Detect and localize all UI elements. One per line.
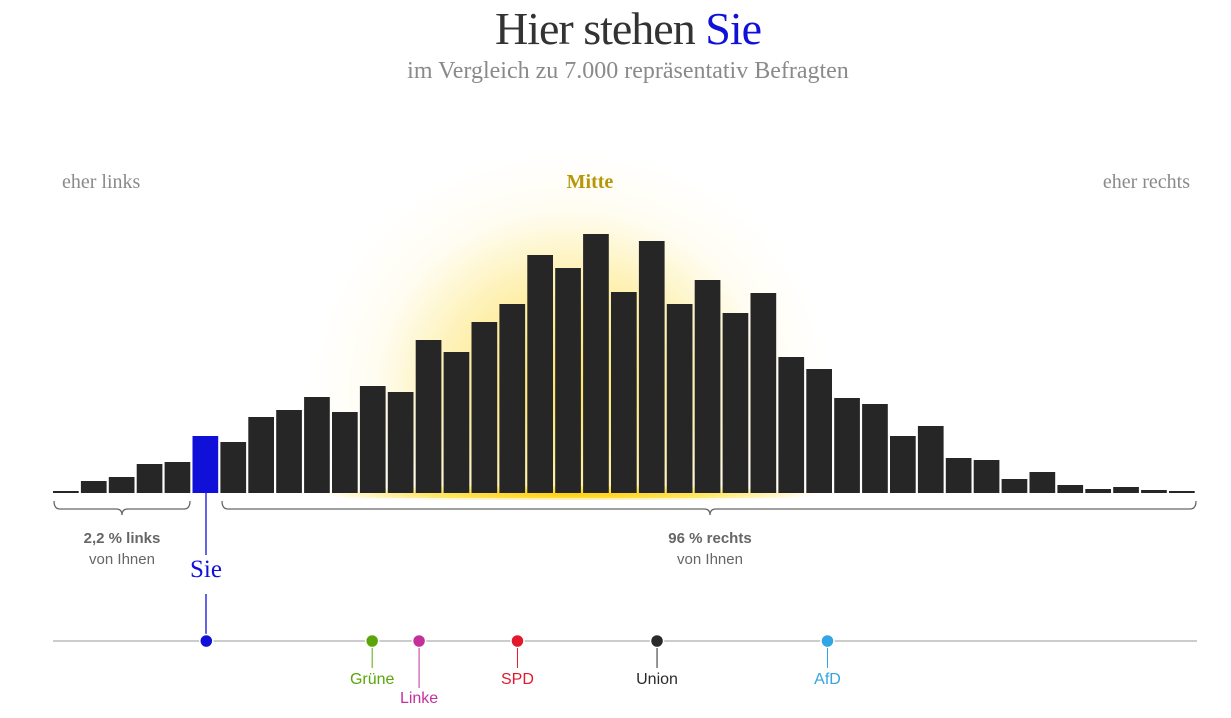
bar — [108, 477, 135, 493]
bracket-left-label: 2,2 % links von Ihnen — [52, 528, 192, 570]
bar — [136, 464, 163, 493]
chart-title: Hier stehen Sie — [0, 2, 1231, 55]
bracket-right-sub: von Ihnen — [677, 551, 743, 568]
party-dot — [649, 633, 665, 649]
party-label: Union — [636, 671, 678, 688]
party-dot — [411, 633, 427, 649]
bar — [666, 304, 693, 493]
user-dot — [199, 633, 214, 649]
bar — [750, 293, 777, 493]
bracket-left-sub: von Ihnen — [89, 551, 155, 568]
label-center: Mitte — [566, 171, 614, 193]
bar — [890, 436, 916, 493]
user-label: Sie — [190, 556, 222, 583]
bar — [1141, 490, 1167, 493]
bar — [471, 322, 498, 493]
bar — [1057, 485, 1084, 493]
bar — [917, 426, 944, 493]
party-label: AfD — [814, 671, 841, 688]
bracket-left-value: 2,2 % links — [83, 530, 161, 547]
party-label: Linke — [399, 690, 439, 707]
party-label: SPD — [501, 671, 534, 688]
title-accent: Sie — [705, 3, 762, 54]
party-dot — [510, 633, 525, 649]
bar — [1029, 472, 1056, 493]
bar — [806, 369, 832, 493]
bar — [332, 412, 358, 493]
bar — [527, 255, 553, 493]
bar — [722, 313, 749, 493]
bracket-left — [53, 500, 191, 516]
bar — [1085, 489, 1111, 493]
bar — [611, 292, 637, 493]
bar — [276, 410, 302, 493]
bar — [862, 404, 888, 493]
bar — [387, 392, 414, 493]
bar — [443, 352, 470, 493]
bar — [164, 462, 191, 493]
bar — [778, 357, 805, 493]
bar — [1169, 491, 1195, 493]
bracket-right-value: 96 % rechts — [668, 530, 752, 547]
bracket-right — [221, 500, 1197, 516]
bar — [583, 234, 609, 493]
chart-subtitle: im Vergleich zu 7.000 repräsentativ Befr… — [407, 58, 849, 84]
bar — [945, 458, 972, 493]
label-left: eher links — [62, 171, 141, 193]
bar — [973, 460, 1000, 493]
bar — [415, 340, 442, 493]
bar — [80, 481, 107, 493]
bar — [834, 398, 860, 493]
bar — [248, 417, 274, 493]
bar — [555, 268, 581, 493]
bar — [304, 397, 330, 493]
bar — [359, 386, 386, 493]
title-main: Hier stehen — [494, 3, 696, 54]
party-dot — [364, 633, 380, 649]
bracket-right-label: 96 % rechts von Ihnen — [610, 528, 810, 570]
party-dot — [820, 633, 835, 649]
bar — [499, 304, 526, 493]
party-label: Grüne — [349, 671, 395, 688]
bar — [1001, 479, 1028, 493]
bar — [220, 442, 247, 493]
bar — [53, 491, 79, 493]
bar — [694, 280, 721, 493]
bar-user — [192, 436, 219, 493]
label-right: eher rechts — [1102, 171, 1190, 193]
bar — [638, 241, 665, 493]
bar — [1113, 487, 1139, 493]
